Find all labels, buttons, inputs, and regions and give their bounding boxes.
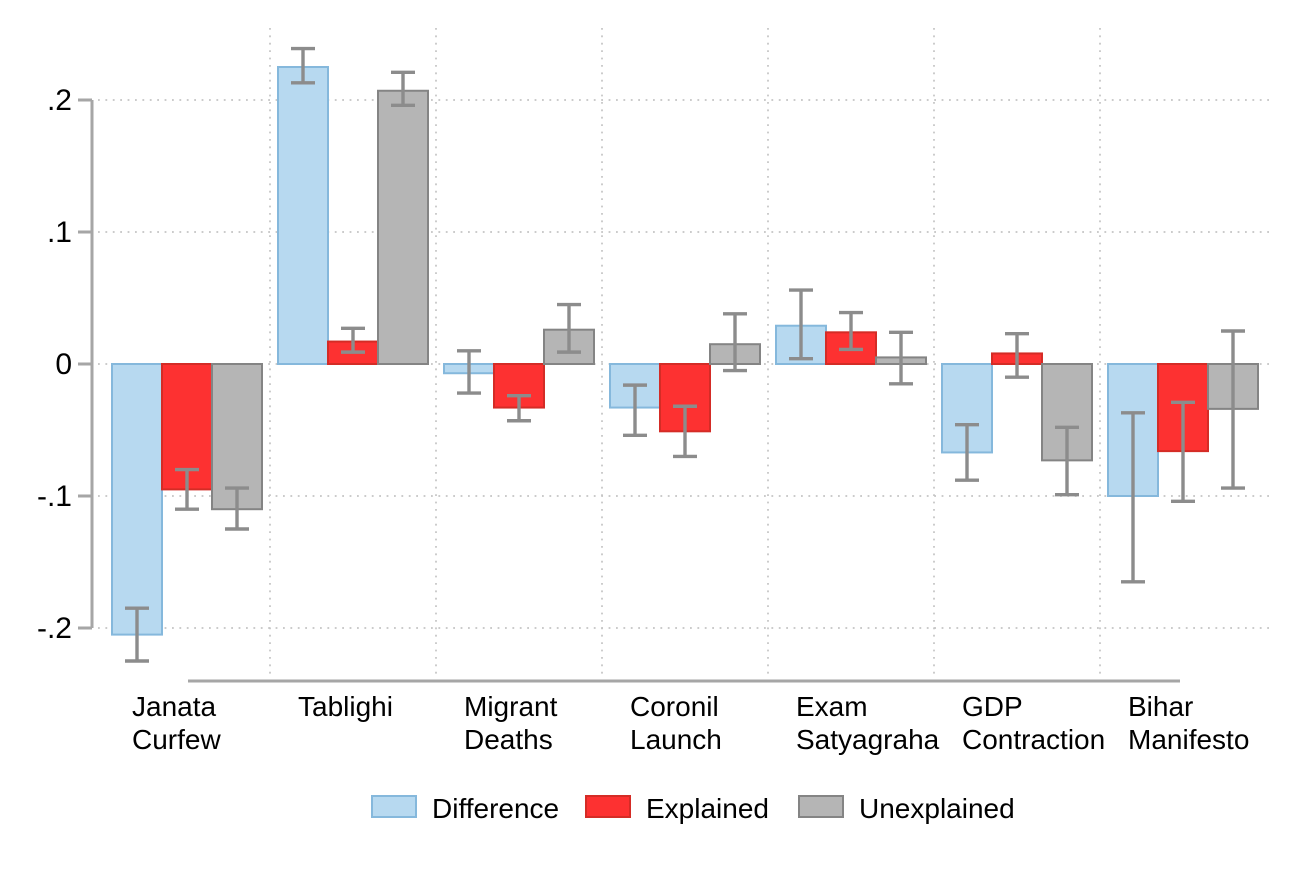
category-label-7: Manifesto — [1128, 724, 1249, 755]
legend-swatch-difference — [371, 795, 417, 818]
legend-item-unexplained: Unexplained — [798, 793, 1015, 824]
legend-item-difference: Difference — [371, 793, 559, 824]
legend-label-unexplained: Unexplained — [859, 793, 1015, 824]
bar-unexplained-2 — [377, 89, 429, 365]
category-label-6: Contraction — [962, 724, 1105, 755]
category-label-1: Janata — [132, 691, 216, 722]
y-tick-label: .2 — [47, 84, 72, 117]
legend-swatch-unexplained — [798, 795, 844, 818]
bar-difference-2 — [277, 66, 329, 365]
category-label-5: Exam — [796, 691, 868, 722]
category-label-4: Launch — [630, 724, 722, 755]
legend-label-explained: Explained — [646, 793, 769, 824]
y-tick-label: -.1 — [37, 480, 72, 513]
category-label-5: Satyagraha — [796, 724, 940, 755]
category-label-3: Deaths — [464, 724, 553, 755]
legend-item-explained: Explained — [585, 793, 769, 824]
category-label-3: Migrant — [464, 691, 558, 722]
category-label-4: Coronil — [630, 691, 719, 722]
category-label-7: Bihar — [1128, 691, 1193, 722]
y-tick-label: -.2 — [37, 612, 72, 645]
category-label-6: GDP — [962, 691, 1023, 722]
legend-label-difference: Difference — [432, 793, 559, 824]
y-tick-label: .1 — [47, 216, 72, 249]
category-label-2: Tablighi — [298, 691, 393, 722]
category-label-1: Curfew — [132, 724, 221, 755]
bar-difference-1 — [111, 363, 163, 636]
legend-swatch-explained — [585, 795, 631, 818]
y-tick-label: 0 — [55, 348, 72, 381]
